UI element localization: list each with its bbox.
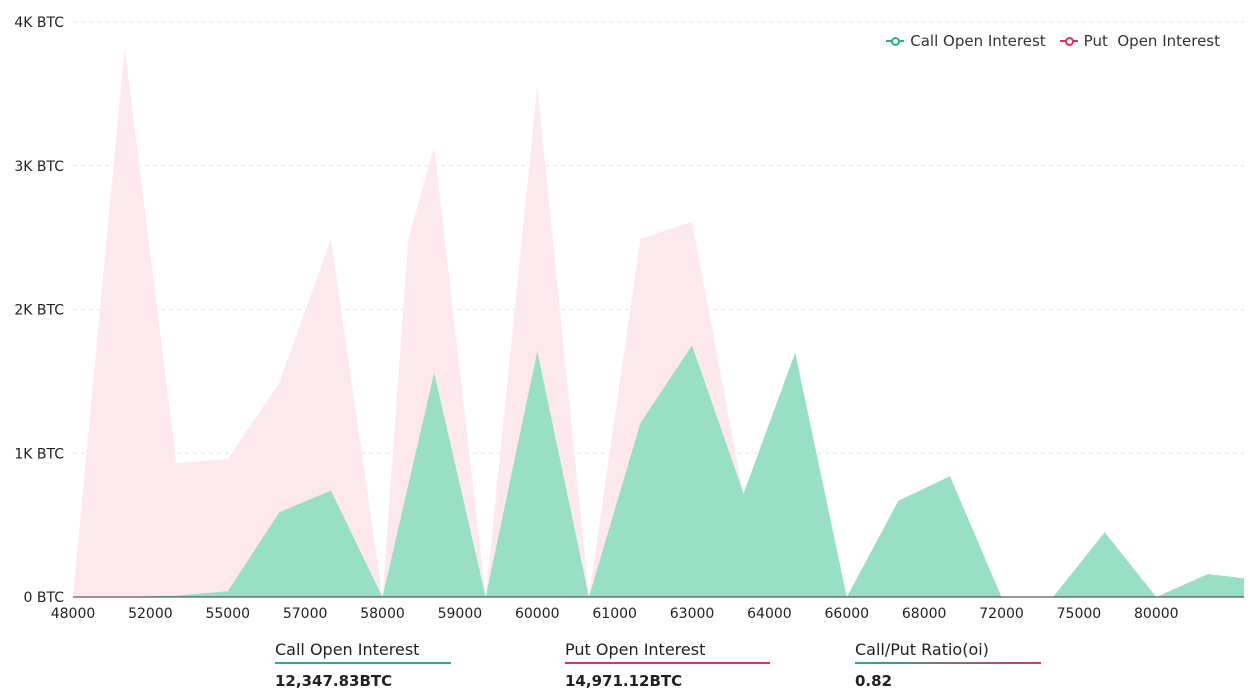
stat-put-label: Put Open Interest [565, 640, 706, 659]
x-tick-label: 80000 [1134, 606, 1179, 620]
x-tick-label: 55000 [205, 606, 250, 620]
x-tick-label: 72000 [979, 606, 1024, 620]
stat-ratio-underline [855, 662, 1041, 664]
y-tick-label: 0 BTC [24, 590, 65, 606]
stat-put-value: 14,971.12BTC [565, 672, 683, 690]
legend-call-marker-icon [886, 36, 905, 46]
x-tick-label: 52000 [128, 606, 173, 620]
stat-put-underline [565, 662, 770, 664]
put-oi-area [73, 47, 796, 597]
legend-put-label: Put Open Interest [1083, 32, 1220, 50]
chart-canvas: 0 BTC 1K BTC 2K BTC 3K BTC 4K BTC 48000 52000 5… [14, 15, 1244, 620]
call-oi-area [73, 345, 1244, 597]
legend-item-put[interactable]: Put Open Interest [1059, 32, 1220, 50]
x-tick-label: 75000 [1057, 606, 1102, 620]
summary-stats: Call Open Interest 12,347.83BTC Put Open… [0, 640, 1258, 698]
legend-item-call[interactable]: Call Open Interest [886, 32, 1046, 50]
stat-ratio-label: Call/Put Ratio(oi) [855, 640, 989, 659]
x-tick-label: 61000 [592, 606, 637, 620]
y-tick-label: 1K BTC [14, 446, 64, 462]
stat-call-label: Call Open Interest [275, 640, 420, 659]
x-tick-label: 57000 [283, 606, 328, 620]
y-tick-label: 4K BTC [14, 15, 64, 31]
x-tick-label: 66000 [825, 606, 870, 620]
legend-call-label: Call Open Interest [910, 32, 1046, 50]
x-tick-label: 64000 [747, 606, 792, 620]
x-tick-label: 68000 [902, 606, 947, 620]
x-tick-label: 60000 [515, 606, 560, 620]
legend-put-marker-icon [1059, 36, 1078, 46]
x-tick-label: 59000 [438, 606, 483, 620]
stat-call-oi: Call Open Interest 12,347.83BTC [275, 640, 451, 690]
x-tick-label: 63000 [670, 606, 715, 620]
x-tick-label: 58000 [360, 606, 405, 620]
x-tick-label: 48000 [51, 606, 96, 620]
y-tick-label: 3K BTC [14, 159, 64, 175]
stat-call-underline [275, 662, 451, 664]
y-tick-label: 2K BTC [14, 303, 64, 319]
open-interest-chart: 0 BTC 1K BTC 2K BTC 3K BTC 4K BTC 48000 52000 5… [14, 15, 1244, 620]
stat-put-oi: Put Open Interest 14,971.12BTC [565, 640, 770, 690]
stat-call-value: 12,347.83BTC [275, 672, 393, 690]
chart-legend: Call Open Interest Put Open Interest [886, 32, 1220, 50]
stat-ratio-value: 0.82 [855, 672, 893, 690]
stat-ratio: Call/Put Ratio(oi) 0.82 [855, 640, 1041, 690]
